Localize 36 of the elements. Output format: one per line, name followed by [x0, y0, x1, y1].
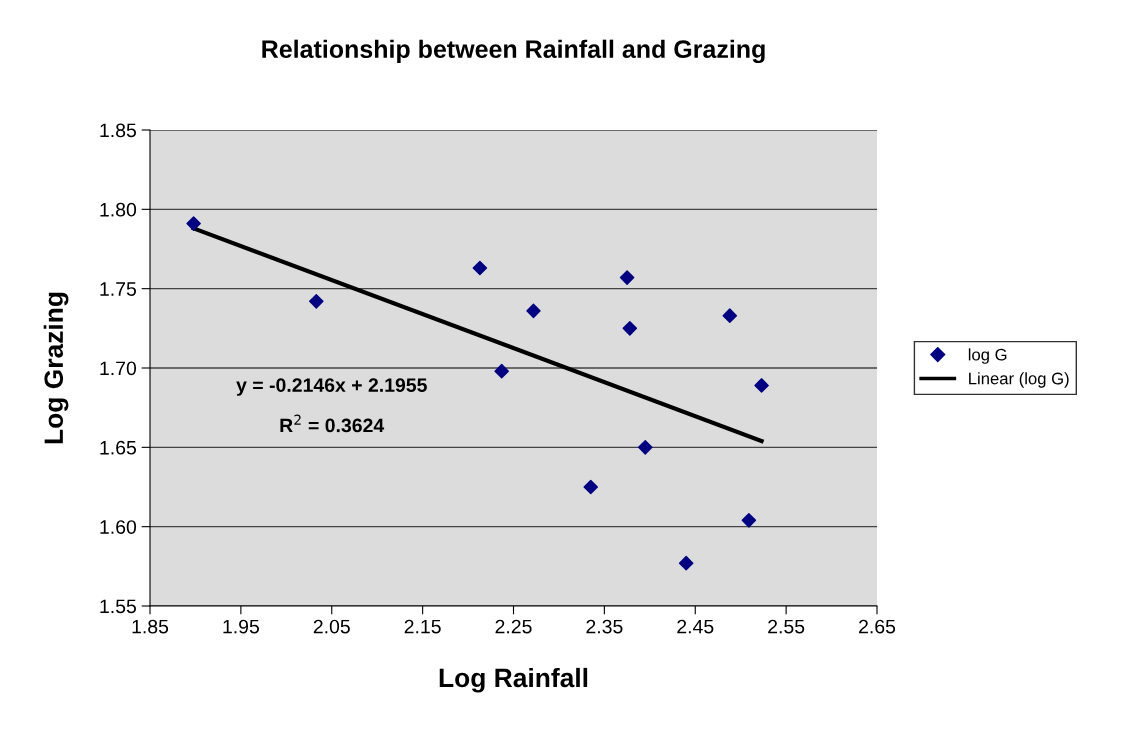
y-tick-label: 1.75: [100, 282, 136, 296]
annotation: R$^{2}$ = 0.3624: [280, 414, 385, 433]
x-tick-label: 2.45: [677, 619, 714, 634]
point: [494, 363, 509, 379]
y-tick-label: 1.55: [100, 599, 136, 614]
point: [619, 270, 635, 285]
x-tick-label: 2.05: [313, 619, 350, 634]
x-tick-label: 2.15: [404, 619, 441, 634]
point: [186, 216, 201, 231]
x-tick-label: 2.65: [859, 619, 896, 634]
point: [678, 555, 694, 571]
point: [741, 513, 757, 528]
x-axis-title: Log Rainfall: [439, 667, 588, 693]
point: [622, 321, 638, 336]
point: [754, 378, 769, 393]
x-tick-label: 2.55: [768, 619, 805, 634]
chart-title: Relationship between Rainfall and Grazing: [262, 39, 765, 64]
x-tick-label: 1.85: [132, 619, 169, 634]
x-tick-label: 2.35: [586, 619, 623, 634]
y-tick-label: 1.65: [100, 440, 136, 455]
point: [722, 308, 738, 323]
point: [526, 303, 541, 319]
point: [309, 294, 324, 309]
y-tick-label: 1.85: [100, 123, 136, 138]
x-tick-label: 1.95: [223, 619, 259, 634]
y-tick-label: 1.70: [100, 361, 137, 376]
legend-label: Linear (log G): [969, 372, 1069, 388]
y-tick-label: 1.80: [100, 202, 137, 217]
point: [472, 260, 488, 276]
annotation: y = -0.2146x + 2.1955: [236, 378, 427, 396]
x-tick-label: 2.25: [495, 619, 532, 634]
legend-label: log G: [968, 348, 1007, 364]
y-axis-title: Log Grazing: [43, 292, 69, 444]
point: [583, 479, 599, 495]
point: [637, 440, 653, 455]
y-tick-label: 1.60: [100, 520, 137, 534]
